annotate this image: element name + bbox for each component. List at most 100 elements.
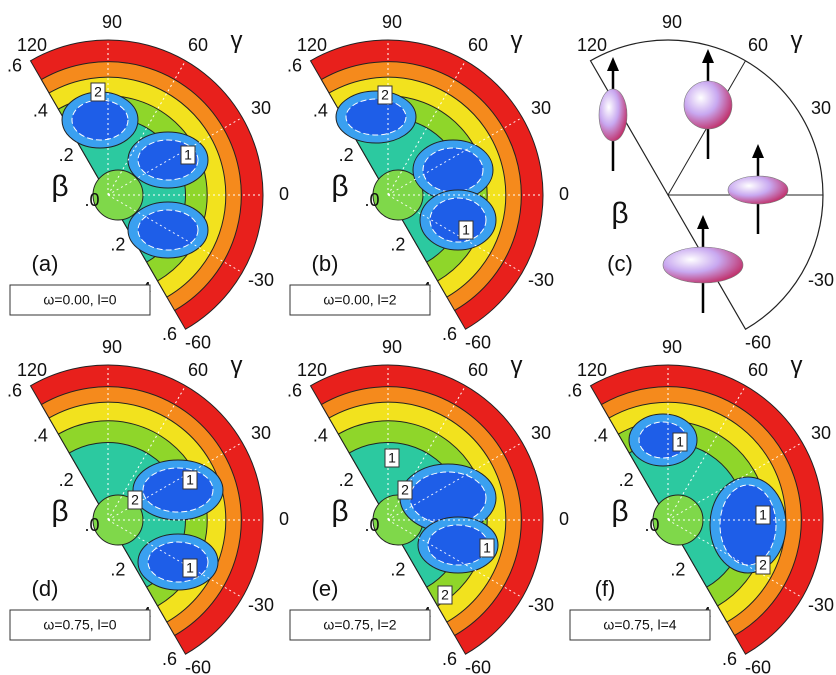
beta-tick-label: .6	[162, 324, 177, 344]
gamma-tick-label: 0	[559, 509, 569, 529]
caption: ω=0.00, l=0	[43, 292, 116, 308]
beta-tick-label: .2	[59, 145, 74, 165]
beta-tick-label: .2	[110, 234, 125, 254]
gamma-tick-label: 90	[102, 337, 122, 357]
ellipsoid	[684, 81, 732, 129]
beta-tick-label: .0	[644, 515, 659, 535]
beta-tick-label: .0	[84, 515, 99, 535]
gamma-tick-label: 60	[748, 35, 768, 55]
minimum-label: 1	[676, 434, 684, 450]
beta-tick-label: .6	[7, 56, 22, 76]
panel-label: (d)	[32, 576, 59, 601]
beta-tick-label: .6	[442, 324, 457, 344]
beta-tick-label: .2	[670, 559, 685, 579]
gamma-tick-label: 120	[297, 35, 327, 55]
gamma-label: γ	[231, 352, 243, 379]
contour-band	[138, 210, 198, 250]
minimum-label: 2	[441, 587, 449, 603]
gamma-tick-label: -30	[808, 595, 834, 615]
contour-band	[72, 100, 128, 140]
caption: ω=0.00, l=2	[323, 292, 396, 308]
beta-label: β	[611, 495, 628, 528]
gamma-tick-label: 0	[279, 184, 289, 204]
gamma-tick-label: -60	[745, 658, 771, 675]
beta-tick-label: .2	[59, 470, 74, 490]
gamma-tick-label: 60	[468, 35, 488, 55]
gamma-tick-label: 120	[577, 360, 607, 380]
gamma-label: γ	[231, 27, 243, 54]
beta-tick-label: .6	[7, 381, 22, 401]
gamma-label: γ	[791, 27, 803, 54]
gamma-tick-label: 90	[662, 12, 682, 32]
panel-label: (e)	[312, 576, 339, 601]
beta-tick-label: .6	[567, 381, 582, 401]
beta-tick-label: .6	[442, 649, 457, 669]
gamma-label: γ	[511, 27, 523, 54]
gamma-tick-label: -60	[465, 658, 491, 675]
gamma-tick-label: 120	[297, 360, 327, 380]
gamma-tick-label: 120	[17, 35, 47, 55]
gamma-tick-label: -60	[745, 333, 771, 353]
gamma-tick-label: 30	[251, 423, 271, 443]
beta-tick-label: .4	[313, 425, 328, 445]
beta-tick-label: .4	[593, 425, 608, 445]
beta-tick-label: .0	[84, 190, 99, 210]
beta-tick-label: .6	[287, 381, 302, 401]
ellipsoid	[663, 247, 743, 283]
beta-tick-label: .0	[364, 190, 379, 210]
caption: ω=0.75, l=4	[603, 617, 676, 633]
beta-tick-label: .4	[33, 425, 48, 445]
gamma-tick-label: -60	[185, 333, 211, 353]
minimum-label: 1	[483, 540, 491, 556]
beta-tick-label: .2	[619, 470, 634, 490]
figure: .6.4.2.0.2.4.621ω=0.00, l=01209060300-30…	[0, 0, 836, 675]
gamma-tick-label: 60	[468, 360, 488, 380]
contour-band	[428, 525, 488, 565]
gamma-tick-label: 60	[188, 35, 208, 55]
panel: .6.4.2.0.2.4.6112ω=0.75, l=41209060300-3…	[567, 337, 836, 675]
gamma-tick-label: 30	[531, 423, 551, 443]
ellipsoid	[728, 176, 788, 204]
beta-tick-label: .6	[287, 56, 302, 76]
beta-label: β	[331, 495, 348, 528]
contour-band	[720, 485, 776, 565]
beta-tick-label: .2	[390, 234, 405, 254]
gamma-tick-label: 30	[251, 98, 271, 118]
gamma-tick-label: -30	[248, 270, 274, 290]
ellipsoid	[599, 89, 627, 141]
gamma-label: γ	[511, 352, 523, 379]
gamma-tick-label: 30	[811, 423, 831, 443]
minimum-label: 1	[462, 222, 470, 238]
gamma-tick-label: -30	[248, 595, 274, 615]
gamma-tick-label: 60	[188, 360, 208, 380]
gamma-tick-label: 30	[811, 98, 831, 118]
caption: ω=0.75, l=2	[323, 617, 396, 633]
beta-label: β	[51, 170, 68, 203]
panel-label: (f)	[595, 576, 616, 601]
gamma-label: γ	[791, 352, 803, 379]
contour-band	[346, 99, 406, 135]
gamma-tick-label: -30	[528, 270, 554, 290]
gamma-tick-label: 60	[748, 360, 768, 380]
minimum-label: 2	[381, 87, 389, 103]
caption: ω=0.75, l=0	[43, 617, 116, 633]
gamma-tick-label: 30	[531, 98, 551, 118]
gamma-tick-label: 90	[382, 12, 402, 32]
gamma-tick-label: 0	[559, 184, 569, 204]
beta-tick-label: .6	[722, 649, 737, 669]
beta-label: β	[51, 495, 68, 528]
panel-label: (c)	[607, 251, 633, 276]
minimum-label: 1	[186, 560, 194, 576]
gamma-tick-label: -60	[465, 333, 491, 353]
panel-label: (a)	[32, 251, 59, 276]
contour-band	[143, 468, 213, 512]
beta-tick-label: .4	[33, 100, 48, 120]
beta-tick-label: .2	[339, 145, 354, 165]
beta-label: β	[611, 197, 628, 230]
beta-tick-label: .4	[313, 100, 328, 120]
panel-label: (b)	[312, 251, 339, 276]
